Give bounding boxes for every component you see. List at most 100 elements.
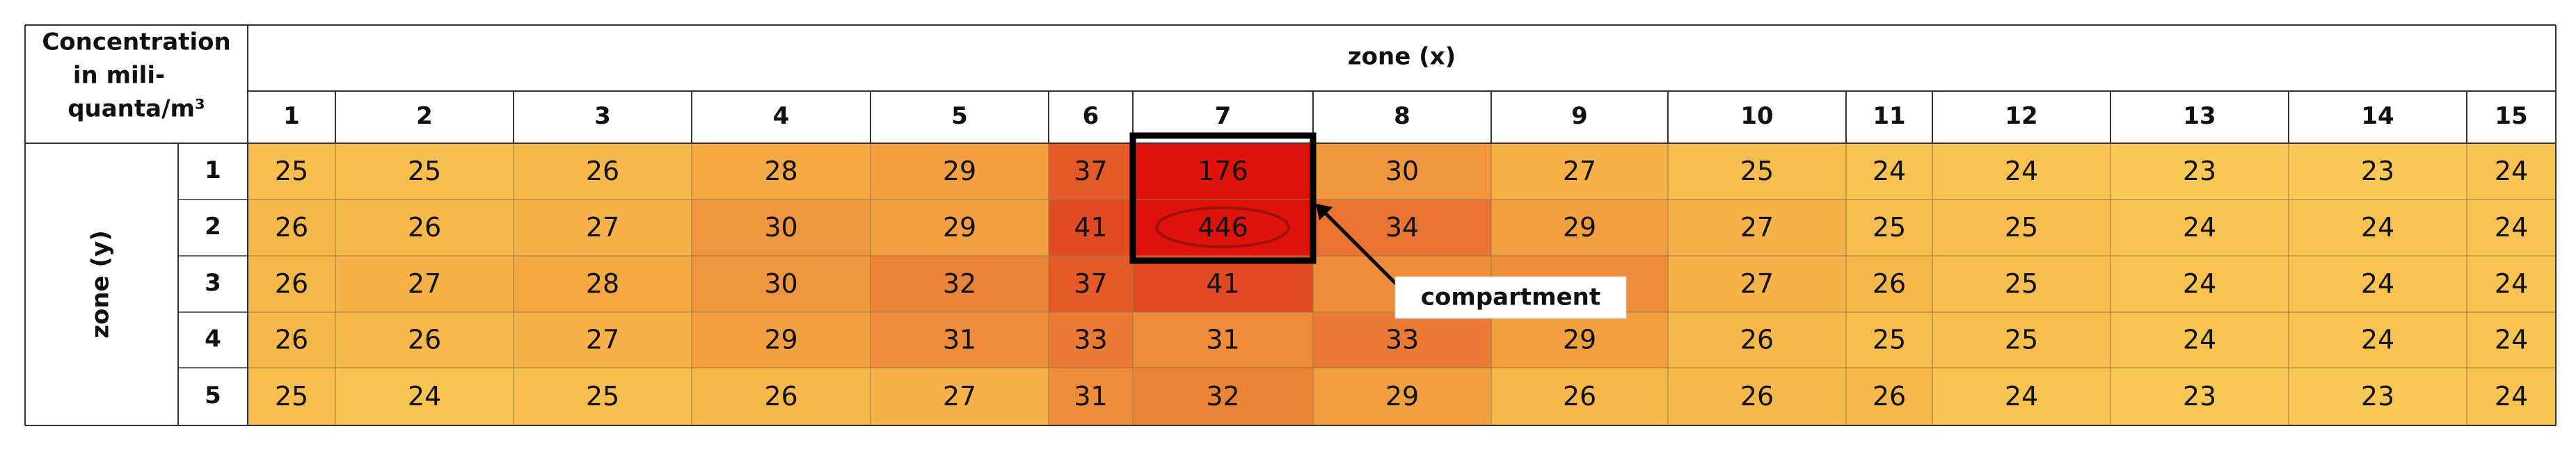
cell-value: 26	[1873, 268, 1906, 299]
heat-cell	[1048, 143, 1134, 200]
row-label: 3	[205, 269, 221, 297]
heat-cell	[870, 143, 1049, 200]
cell-value: 32	[943, 268, 976, 299]
cell-value: 24	[2361, 268, 2394, 299]
cell-value: 24	[2183, 325, 2216, 355]
column-label: 8	[1394, 102, 1410, 130]
column-label: 3	[594, 102, 611, 130]
heat-cell	[2110, 255, 2289, 313]
heat-cell	[1048, 311, 1134, 368]
cell-value: 26	[275, 212, 308, 243]
heat-cell	[2288, 311, 2467, 368]
column-label: 13	[2183, 102, 2216, 130]
cell-value: 28	[764, 156, 797, 186]
cell-value: 25	[2005, 212, 2038, 243]
cell-value: 24	[2183, 212, 2216, 243]
cell-value: 23	[2183, 156, 2216, 186]
cell-value: 25	[1740, 156, 1774, 186]
heat-cell	[1667, 367, 1847, 426]
heat-cell	[1048, 367, 1134, 426]
cell-value: 24	[2361, 325, 2394, 355]
cell-value: 27	[586, 325, 619, 355]
heat-cell	[1490, 311, 1669, 368]
column-label: 15	[2495, 102, 2527, 130]
cell-value: 446	[1198, 212, 1248, 243]
cell-value: 29	[1563, 325, 1596, 355]
cell-value: 26	[1740, 381, 1774, 412]
heat-cell	[1667, 199, 1847, 257]
cell-value: 176	[1198, 156, 1248, 186]
heat-cell	[691, 143, 871, 200]
cell-value: 29	[1563, 212, 1596, 243]
heat-cell	[1932, 143, 2111, 200]
column-label: 9	[1571, 102, 1588, 130]
heat-cell	[1312, 199, 1492, 257]
heat-cell	[1845, 311, 1933, 368]
cell-value: 24	[2495, 156, 2528, 186]
cell-value: 32	[1206, 381, 1239, 412]
cell-value: 24	[2495, 325, 2528, 355]
cell-value: 25	[1873, 325, 1906, 355]
cell-value: 24	[2361, 212, 2394, 243]
corner-header: in mili-	[73, 62, 165, 90]
cell-value: 37	[1074, 268, 1107, 299]
heat-cell	[1490, 367, 1669, 426]
heat-cell	[1048, 199, 1134, 257]
cell-value: 26	[408, 212, 441, 243]
cell-value: 33	[1074, 325, 1107, 355]
column-label: 6	[1083, 102, 1099, 130]
heat-cell	[2466, 255, 2557, 313]
heat-cell	[247, 255, 336, 313]
heat-cell	[870, 255, 1049, 313]
cell-value: 24	[2495, 212, 2528, 243]
heat-cell	[2110, 367, 2289, 426]
column-label: 2	[416, 102, 433, 130]
column-label: 1	[283, 102, 300, 130]
corner-header: Concentration	[42, 29, 230, 56]
heat-cell	[247, 367, 336, 426]
heat-cell	[870, 311, 1049, 368]
heat-cell	[1312, 143, 1492, 200]
column-label: 14	[2361, 102, 2394, 130]
column-label: 10	[1740, 102, 1773, 130]
y-axis-title: zone (y)	[87, 230, 115, 339]
heat-cell	[2466, 143, 2557, 200]
cell-value: 25	[2005, 325, 2038, 355]
heat-cell	[1132, 367, 1314, 426]
heat-cell	[2288, 367, 2467, 426]
annotation-label: compartment	[1421, 284, 1600, 311]
cell-value: 26	[1563, 381, 1596, 412]
heat-cell	[2110, 143, 2289, 200]
annotation-arrow	[1316, 204, 1400, 288]
heat-cell	[1932, 255, 2111, 313]
heat-cell	[1048, 255, 1134, 313]
column-label: 7	[1215, 102, 1232, 130]
cell-value: 27	[408, 268, 441, 299]
heat-cell	[1312, 367, 1492, 426]
cell-value: 31	[1074, 381, 1107, 412]
cell-value: 23	[2361, 381, 2394, 412]
heat-cell	[513, 311, 692, 368]
heat-cell	[513, 199, 692, 257]
cell-value: 31	[943, 325, 976, 355]
cell-value: 37	[1074, 156, 1107, 186]
cell-value: 23	[2183, 381, 2216, 412]
cell-value: 26	[1873, 381, 1906, 412]
heat-cell	[1932, 367, 2111, 426]
x-axis-title: zone (x)	[1348, 43, 1456, 71]
cell-value: 25	[586, 381, 619, 412]
cell-value: 34	[1385, 212, 1419, 243]
cell-value: 29	[943, 156, 976, 186]
row-label: 4	[205, 325, 221, 353]
cell-value: 33	[1385, 325, 1419, 355]
heat-cell	[335, 311, 514, 368]
column-label: 11	[1873, 102, 1905, 130]
cell-value: 27	[1740, 268, 1774, 299]
cell-value: 24	[2495, 268, 2528, 299]
heat-cell	[870, 199, 1049, 257]
row-label: 2	[205, 213, 221, 241]
cell-value: 29	[1385, 381, 1419, 412]
heat-cell	[335, 367, 514, 426]
column-label: 5	[951, 102, 968, 130]
heat-cell	[247, 311, 336, 368]
